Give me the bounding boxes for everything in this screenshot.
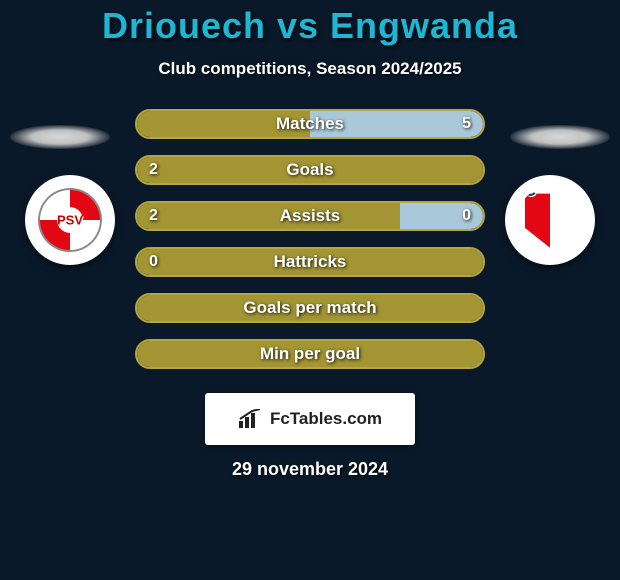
stat-bar: Min per goal: [135, 339, 485, 369]
bar-label: Min per goal: [260, 344, 360, 364]
utrecht-logo-icon: FC: [517, 187, 583, 253]
bar-value-right: 5: [462, 115, 471, 133]
stat-bars-container: Matches 5 Goals 2 Assists 2 0 Hattricks 0 Goals p…: [135, 109, 485, 369]
bar-value-left: 0: [149, 253, 158, 271]
utrecht-fc-text: FC: [517, 187, 536, 201]
bar-value-left: 2: [149, 161, 158, 179]
bar-label: Matches: [276, 114, 344, 134]
bar-segment-left: [137, 203, 400, 229]
player-silhouette-right: [510, 125, 610, 149]
subtitle: Club competitions, Season 2024/2025: [0, 59, 620, 79]
stat-bar: Goals 2: [135, 155, 485, 185]
bar-label: Goals per match: [243, 298, 376, 318]
brand-badge[interactable]: FcTables.com: [205, 393, 415, 445]
team-badge-right: FC: [505, 175, 595, 265]
stat-bar: Hattricks 0: [135, 247, 485, 277]
stat-bar: Goals per match: [135, 293, 485, 323]
brand-text: FcTables.com: [270, 409, 382, 429]
bar-value-right: 0: [462, 207, 471, 225]
page-title: Driouech vs Engwanda: [0, 5, 620, 47]
player-silhouette-left: [10, 125, 110, 149]
psv-logo-icon: [38, 188, 102, 252]
bar-label: Assists: [280, 206, 340, 226]
date-label: 29 november 2024: [0, 459, 620, 480]
stat-bar: Matches 5: [135, 109, 485, 139]
fctables-logo-icon: [238, 409, 264, 429]
bar-label: Hattricks: [274, 252, 347, 272]
bar-value-left: 2: [149, 207, 158, 225]
team-badge-left: [25, 175, 115, 265]
bar-label: Goals: [286, 160, 333, 180]
stat-bar: Assists 2 0: [135, 201, 485, 231]
